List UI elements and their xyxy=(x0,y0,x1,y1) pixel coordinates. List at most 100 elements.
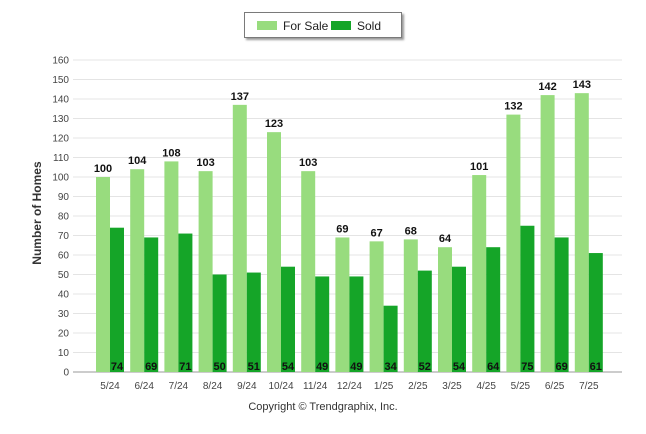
bar-sold xyxy=(520,225,535,372)
data-label-sold: 49 xyxy=(350,361,362,373)
bar-for-sale xyxy=(130,169,145,372)
data-label-for-sale: 108 xyxy=(162,147,180,159)
bar-for-sale xyxy=(335,237,350,372)
x-tick-label: 6/25 xyxy=(545,381,565,392)
data-label-for-sale: 104 xyxy=(128,155,147,167)
bar-for-sale xyxy=(164,161,179,372)
data-label-sold: 54 xyxy=(282,361,295,373)
y-axis-label: Number of Homes xyxy=(30,161,44,265)
x-tick-label: 7/25 xyxy=(579,381,599,392)
data-label-sold: 49 xyxy=(316,361,328,373)
bar-sold xyxy=(144,237,159,372)
bar-sold xyxy=(281,266,295,372)
data-label-sold: 64 xyxy=(487,361,500,373)
data-label-sold: 75 xyxy=(521,361,533,373)
legend-swatch-sold xyxy=(331,21,351,30)
data-label-for-sale: 68 xyxy=(405,225,417,237)
data-label-for-sale: 101 xyxy=(470,161,488,173)
x-tick-label: 12/24 xyxy=(337,381,362,392)
bar-for-sale xyxy=(301,171,316,372)
legend-swatch-for-sale xyxy=(257,21,277,30)
bar-for-sale xyxy=(540,95,555,372)
y-tick-label: 20 xyxy=(58,329,70,340)
x-tick-label: 6/24 xyxy=(134,381,154,392)
y-tick-label: 30 xyxy=(58,309,70,320)
y-tick-label: 110 xyxy=(53,153,69,164)
bar-sold xyxy=(486,247,501,372)
bar-sold xyxy=(212,274,227,372)
y-tick-label: 100 xyxy=(52,173,69,184)
bar-sold xyxy=(554,237,569,372)
bar-sold xyxy=(315,276,330,372)
y-tick-label: 80 xyxy=(58,212,70,223)
bar-for-sale xyxy=(198,171,213,372)
x-tick-label: 7/24 xyxy=(169,381,189,392)
bar-for-sale xyxy=(96,177,110,372)
bar-for-sale xyxy=(369,241,384,372)
x-tick-label: 4/25 xyxy=(476,381,496,392)
y-tick-label: 140 xyxy=(52,95,69,106)
x-tick-label: 2/25 xyxy=(408,381,428,392)
data-label-for-sale: 103 xyxy=(299,157,317,169)
data-label-for-sale: 132 xyxy=(504,101,522,113)
x-tick-label: 3/25 xyxy=(442,381,462,392)
y-tick-label: 0 xyxy=(63,368,69,379)
y-tick-label: 10 xyxy=(58,348,70,359)
x-tick-label: 5/25 xyxy=(511,381,531,392)
y-tick-label: 70 xyxy=(58,231,70,242)
data-label-for-sale: 142 xyxy=(538,81,556,93)
bar-for-sale xyxy=(574,93,589,373)
y-tick-label: 130 xyxy=(52,114,69,125)
data-label-for-sale: 123 xyxy=(265,118,283,130)
data-label-sold: 61 xyxy=(590,361,602,373)
y-tick-label: 90 xyxy=(58,192,70,203)
data-label-for-sale: 64 xyxy=(439,233,452,245)
bar-for-sale xyxy=(438,247,452,372)
data-label-sold: 69 xyxy=(145,361,157,373)
x-tick-label: 11/24 xyxy=(303,381,328,392)
bar-sold xyxy=(246,272,261,372)
bar-sold xyxy=(383,305,398,372)
bar-for-sale xyxy=(403,239,418,372)
y-tick-label: 120 xyxy=(52,134,69,145)
x-axis-ticks: 5/24 6/24 7/24 8/24 9/24 10/24 11/24 12/24 1/25 2… xyxy=(100,381,599,392)
bar-sold xyxy=(417,270,432,372)
y-tick-label: 60 xyxy=(58,251,70,262)
bar-for-sale xyxy=(506,114,521,372)
y-tick-label: 150 xyxy=(52,75,69,86)
data-label-sold: 50 xyxy=(213,361,225,373)
data-label-sold: 54 xyxy=(453,361,466,373)
data-label-sold: 71 xyxy=(179,361,191,373)
data-label-for-sale: 143 xyxy=(573,79,591,91)
x-tick-label: 9/24 xyxy=(237,381,257,392)
legend-label-for-sale: For Sale xyxy=(283,19,329,33)
y-tick-label: 50 xyxy=(58,270,70,281)
legend-label-sold: Sold xyxy=(357,19,382,33)
bar-sold xyxy=(110,227,124,372)
data-label-for-sale: 103 xyxy=(196,157,214,169)
bar-sold xyxy=(178,233,193,372)
bar-for-sale xyxy=(472,175,487,372)
x-tick-label: 10/24 xyxy=(268,381,293,392)
x-tick-label: 5/24 xyxy=(100,381,120,392)
data-label-sold: 34 xyxy=(384,361,397,373)
copyright-footer: Copyright © Trendgraphix, Inc. xyxy=(248,401,398,413)
data-label-sold: 69 xyxy=(555,361,567,373)
data-label-sold: 51 xyxy=(248,361,260,373)
bar-for-sale xyxy=(267,132,281,372)
bar-for-sale xyxy=(232,104,247,372)
data-label-sold: 74 xyxy=(111,361,124,373)
y-axis-ticks: 0 10 20 30 40 50 60 70 80 90 100 110 120 130 140 150 160 xyxy=(52,56,69,379)
bar-sold xyxy=(349,276,364,372)
data-label-for-sale: 137 xyxy=(231,91,249,103)
bars: 100 74 104 69 108 71 103 50 137 51 123 54 103 49 69 49 6… xyxy=(94,79,603,373)
data-label-for-sale: 67 xyxy=(370,227,382,239)
data-label-for-sale: 100 xyxy=(94,163,112,175)
x-tick-label: 1/25 xyxy=(374,381,394,392)
bar-sold xyxy=(588,253,603,372)
data-label-for-sale: 69 xyxy=(336,223,348,235)
legend: For Sale Sold xyxy=(244,12,402,38)
data-label-sold: 52 xyxy=(419,361,431,373)
y-tick-label: 160 xyxy=(52,56,69,67)
